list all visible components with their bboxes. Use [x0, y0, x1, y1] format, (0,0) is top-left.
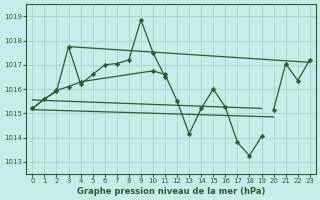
X-axis label: Graphe pression niveau de la mer (hPa): Graphe pression niveau de la mer (hPa): [77, 187, 265, 196]
